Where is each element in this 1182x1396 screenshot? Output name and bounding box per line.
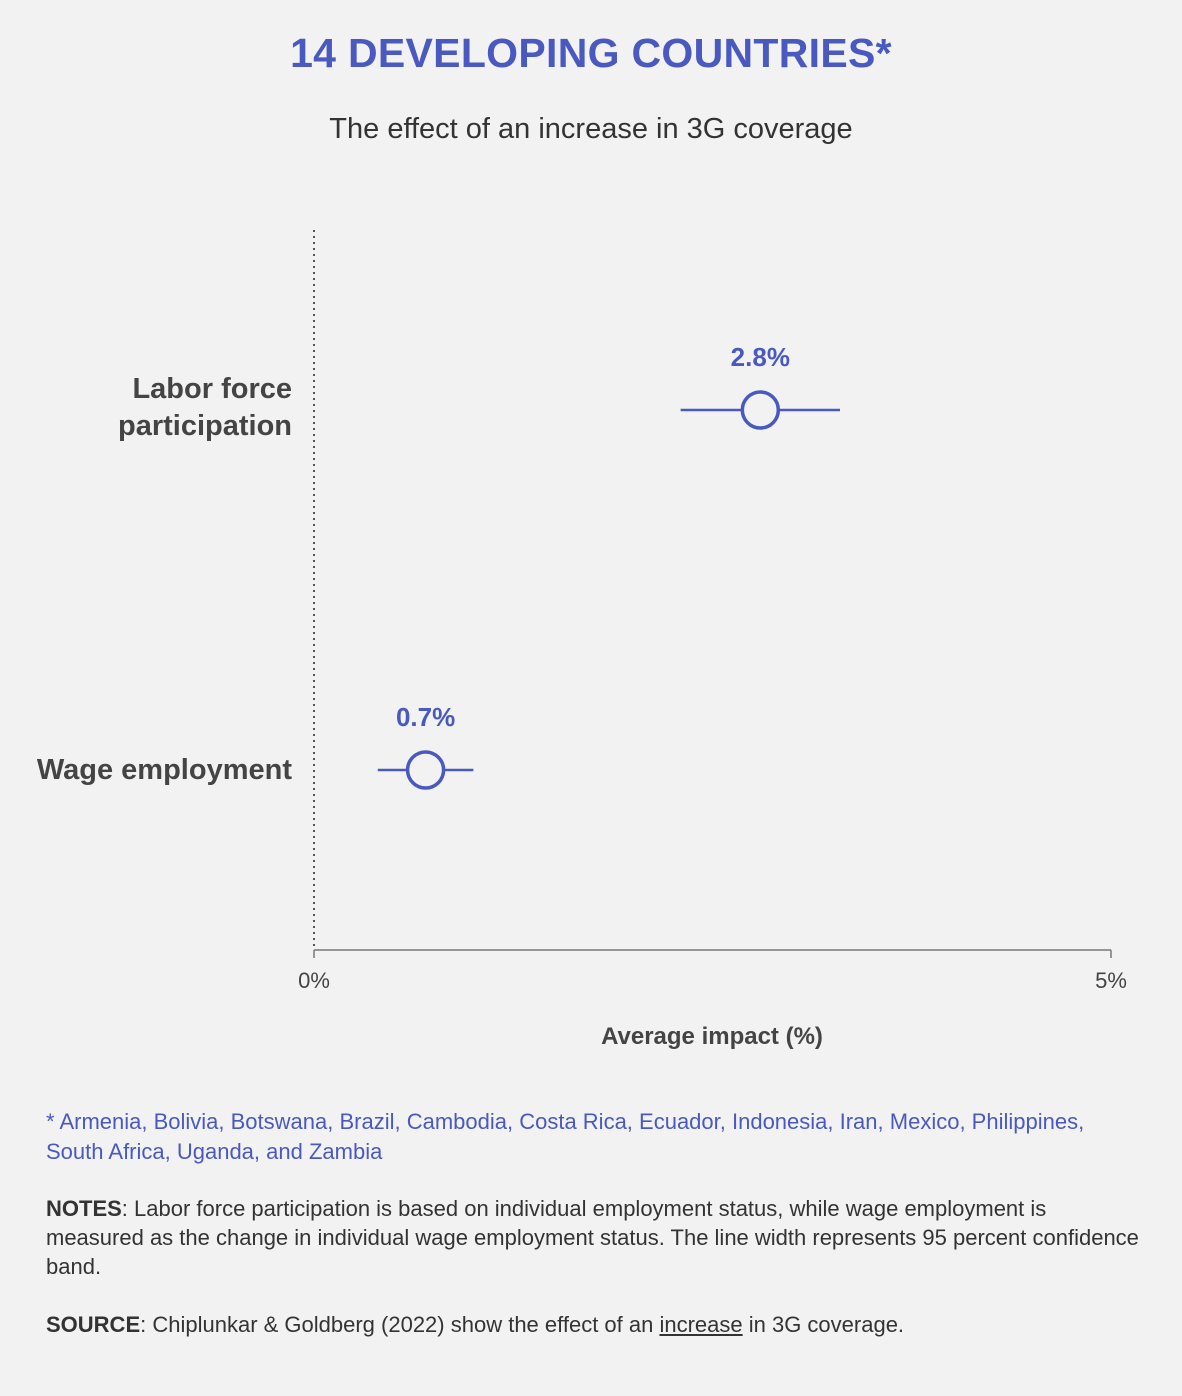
source-lead: SOURCE [46, 1312, 141, 1337]
point-value-label-1: 0.7% [396, 702, 455, 732]
source-text-before: : Chiplunkar & Goldberg (2022) show the … [140, 1312, 660, 1337]
y-category-label-line: Wage employment [36, 754, 292, 786]
x-axis-title: Average impact (%) [601, 1023, 823, 1050]
y-category-label-line: participation [117, 410, 292, 442]
notes-block: NOTES: Labor force participation is base… [46, 1194, 1146, 1281]
point-value-label-0: 2.8% [731, 342, 790, 372]
chart-subtitle: The effect of an increase in 3G coverage [329, 113, 853, 145]
point-marker-0 [740, 390, 781, 430]
y-category-label-line: Labor force [132, 373, 292, 405]
source-block: SOURCE: Chiplunkar & Goldberg (2022) sho… [46, 1310, 1146, 1340]
y-category-label-labor-force: Labor force participation [118, 371, 292, 445]
data-marks: 2.8% 0.7% [377, 342, 841, 790]
point-marker-1 [405, 750, 446, 790]
countries-footnote: * Armenia, Bolivia, Botswana, Brazil, Ca… [46, 1109, 1085, 1164]
notes-lead: NOTES [46, 1196, 122, 1221]
notes-text: : Labor force participation is based on … [46, 1196, 1139, 1279]
source-text-after: in 3G coverage. [742, 1312, 905, 1337]
source-increase-link[interactable]: increase [659, 1312, 743, 1337]
x-tick-label-5: 5% [1095, 968, 1127, 993]
chart-title: 14 DEVELOPING COUNTRIES* [290, 30, 892, 76]
y-category-label-wage-employment: Wage employment [37, 752, 292, 789]
x-tick-label-0: 0% [298, 968, 330, 993]
